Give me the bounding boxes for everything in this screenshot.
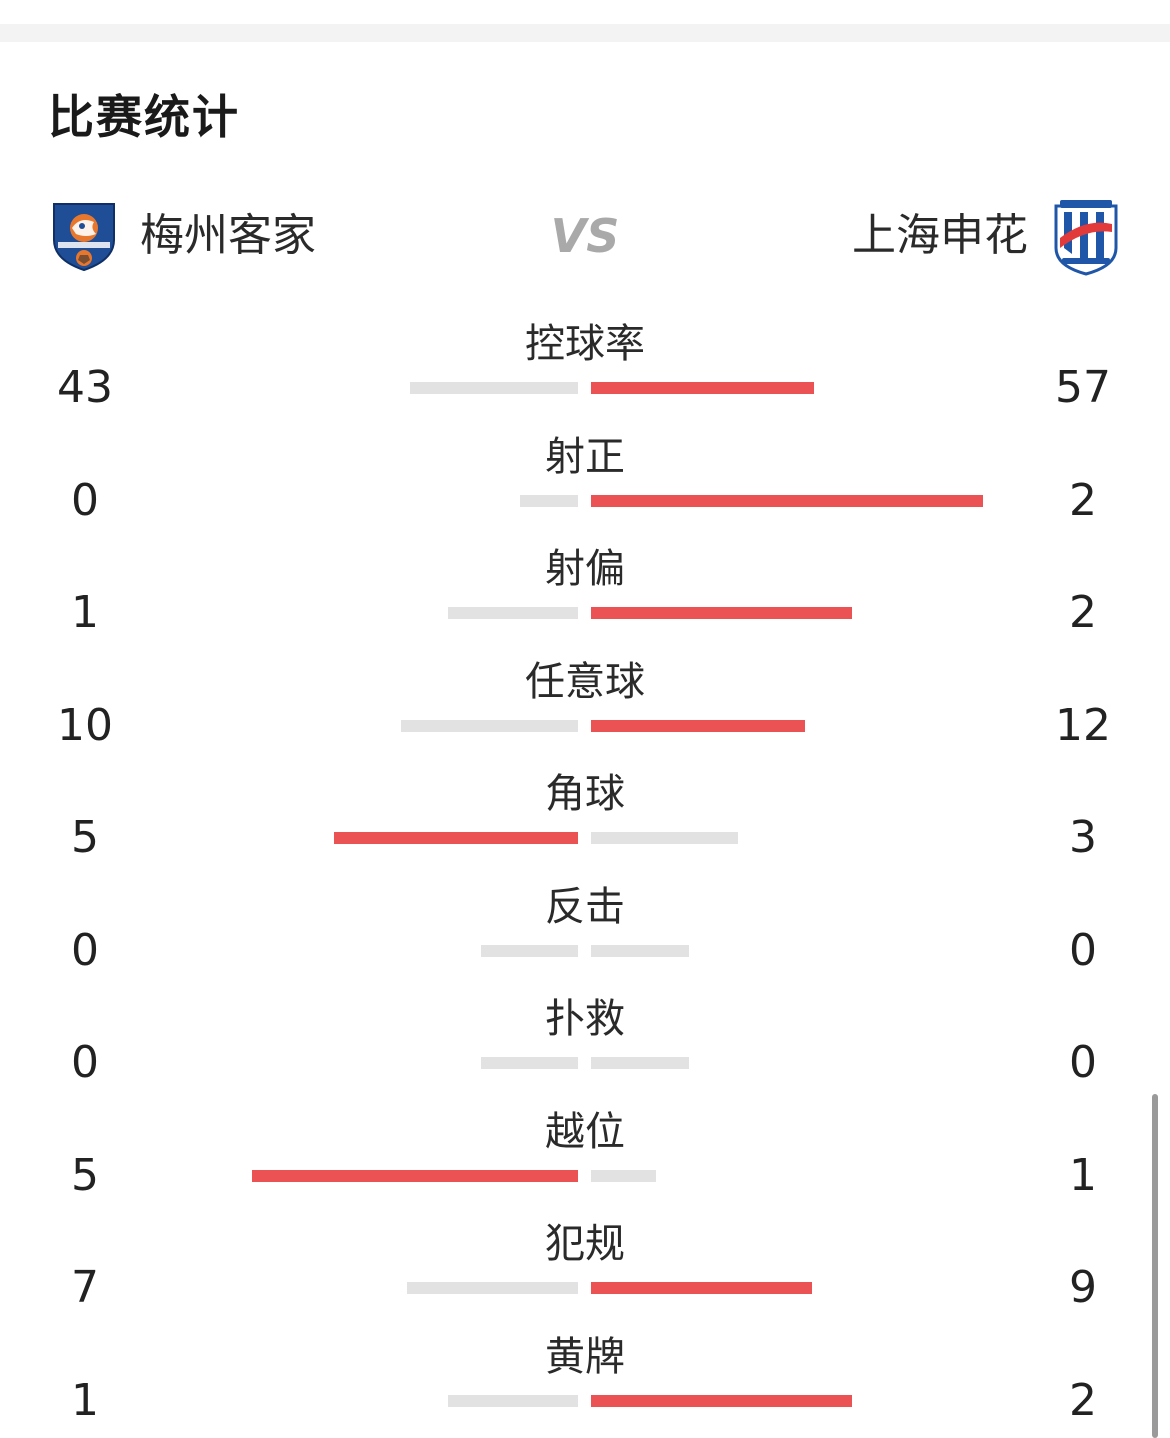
stat-row-possession: 控球率 43 57 [0,312,1170,425]
stat-row-shots-off-target: 射偏 1 2 [0,537,1170,650]
away-bar [591,1057,689,1069]
home-bar [334,832,578,844]
home-value: 10 [57,699,113,751]
away-bar [591,719,805,732]
away-value: 1 [1069,1149,1097,1201]
away-team-name: 上海申花 [852,210,1028,261]
stat-row-corners: 角球 5 3 [0,762,1170,875]
stat-row-yellow-cards: 黄牌 1 2 [0,1325,1170,1438]
home-bar [481,1057,578,1069]
home-value: 0 [71,1037,99,1088]
away-bar [591,1169,656,1182]
home-value: 1 [71,1374,99,1426]
away-value: 57 [1055,362,1111,413]
away-value: 3 [1069,812,1097,863]
section-title: 比赛统计 [48,90,240,144]
stat-label: 射偏 [545,546,625,592]
away-bar [591,1282,812,1294]
away-bar [591,607,852,619]
home-value: 43 [57,362,113,413]
away-bar [591,382,814,394]
match-header: 梅州客家 VS 上海申花 [0,196,1170,276]
stat-label: 犯规 [545,1221,625,1267]
stat-row-offsides: 越位 5 1 [0,1100,1170,1213]
home-bar [407,1282,578,1294]
away-team-crest-icon [1054,200,1118,276]
stat-label: 任意球 [525,658,645,705]
away-bar [591,494,983,507]
away-value: 0 [1069,1037,1097,1088]
away-value: 0 [1069,924,1097,976]
stat-label: 反击 [545,883,625,930]
stat-row-fouls: 犯规 7 9 [0,1212,1170,1325]
home-bar [448,607,578,619]
stat-label: 角球 [545,771,625,817]
scrollbar[interactable] [1152,1094,1158,1438]
home-bar [520,494,578,507]
away-bar [591,944,689,957]
vs-label: VS [550,209,620,263]
stat-row-saves: 扑救 0 0 [0,987,1170,1100]
away-value: 12 [1055,699,1111,751]
top-divider-band [0,24,1170,42]
home-value: 0 [71,924,99,976]
home-value: 0 [71,474,99,526]
stat-row-counter-attacks: 反击 0 0 [0,875,1170,988]
home-team-name: 梅州客家 [140,210,316,261]
stat-label: 越位 [545,1108,625,1155]
home-value: 5 [71,1149,99,1201]
stat-label: 黄牌 [545,1333,625,1380]
home-bar [401,719,578,732]
home-value: 1 [71,587,99,638]
home-bar [252,1169,578,1182]
away-value: 2 [1069,474,1097,526]
home-team-crest-icon [53,203,115,272]
away-value: 9 [1069,1262,1097,1313]
away-value: 2 [1069,587,1097,638]
stat-row-shots-on-target: 射正 0 2 [0,425,1170,538]
stat-label: 扑救 [545,996,625,1042]
home-bar [448,1394,578,1407]
away-bar [591,1394,852,1407]
home-bar [410,382,578,394]
home-value: 5 [71,812,99,863]
home-bar [481,944,578,957]
home-value: 7 [71,1262,99,1313]
stats-list: 控球率 43 57 射正 0 2 射偏 1 2 任意球 10 12 角球 5 3… [0,312,1170,1437]
stat-row-free-kicks: 任意球 10 12 [0,650,1170,763]
stat-label: 射正 [545,433,625,480]
stat-label: 控球率 [525,321,645,367]
away-bar [591,832,738,844]
away-value: 2 [1069,1374,1097,1426]
